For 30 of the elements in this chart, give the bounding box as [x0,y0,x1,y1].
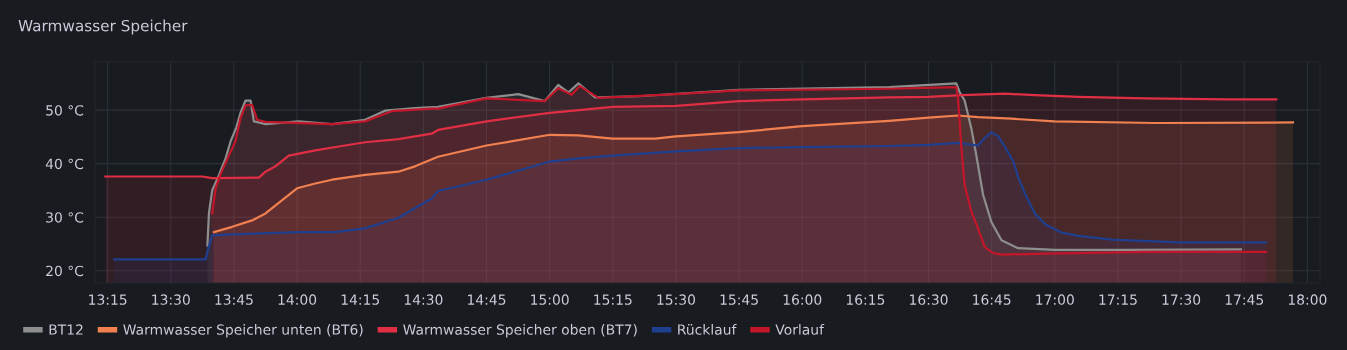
legend-label: Warmwasser Speicher unten (BT6) [123,324,363,338]
x-tick-label: 17:30 [1162,294,1201,305]
x-tick-label: 13:45 [215,294,253,305]
x-tick-label: 17:00 [1036,294,1074,305]
x-tick-label: 14:15 [341,294,380,305]
y-tick-label: 40 °C [45,158,84,170]
legend-label: BT12 [49,324,83,335]
chart-title: Warmwasser Speicher [18,19,188,35]
x-tick-label: 15:45 [720,294,758,305]
x-tick-label: 15:00 [531,294,569,305]
x-tick-label: 15:15 [594,294,632,305]
x-tick-label: 14:00 [278,294,317,305]
x-tick-label: 16:45 [973,294,1011,305]
legend-label: Rücklauf [678,324,737,335]
x-tick-label: 16:15 [846,294,885,305]
x-tick-label: 16:00 [783,294,822,305]
x-tick-label: 13:30 [152,294,190,305]
x-tick-label: 17:15 [1099,294,1137,305]
legend-label: Warmwasser Speicher oben (BT7) [403,324,637,338]
y-tick-label: 20 °C [46,265,84,277]
x-tick-label: 14:30 [404,294,443,305]
legend-label: Vorlauf [775,324,825,335]
y-tick-label: 30 °C [46,212,84,223]
y-tick-label: 50 °C [46,105,84,116]
x-tick-label: 17:45 [1225,294,1264,305]
x-tick-label: 16:30 [910,294,948,305]
x-tick-label: 13:15 [89,294,127,305]
x-tick-label: 18:00 [1288,294,1327,305]
x-tick-label: 15:30 [657,294,696,305]
x-tick-label: 14:45 [468,294,506,305]
